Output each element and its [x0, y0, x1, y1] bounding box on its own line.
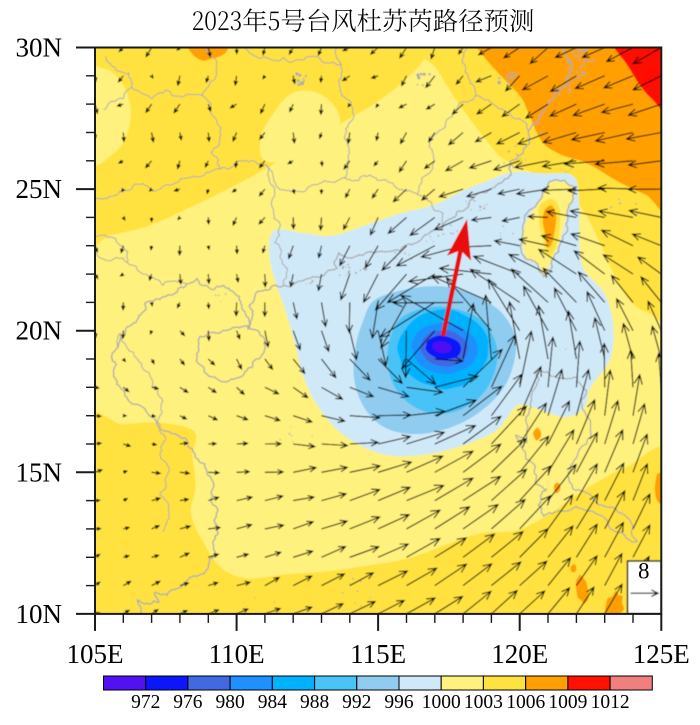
svg-text:984: 984: [258, 692, 288, 713]
svg-text:1012: 1012: [591, 692, 630, 713]
svg-text:976: 976: [173, 692, 203, 713]
svg-text:1003: 1003: [464, 692, 503, 713]
svg-text:110E: 110E: [209, 639, 265, 669]
svg-text:980: 980: [215, 692, 244, 713]
svg-text:972: 972: [131, 692, 160, 713]
svg-text:20N: 20N: [16, 316, 63, 346]
svg-text:10N: 10N: [16, 599, 63, 629]
svg-text:115E: 115E: [350, 639, 406, 669]
svg-text:105E: 105E: [67, 639, 124, 669]
svg-text:996: 996: [384, 692, 414, 713]
svg-text:125E: 125E: [633, 639, 690, 669]
svg-text:8: 8: [638, 559, 650, 584]
svg-text:1009: 1009: [548, 692, 587, 713]
svg-text:25N: 25N: [16, 174, 63, 204]
svg-text:30N: 30N: [16, 33, 63, 63]
svg-text:988: 988: [300, 692, 329, 713]
svg-text:1000: 1000: [422, 692, 461, 713]
svg-text:1006: 1006: [506, 692, 545, 713]
svg-text:120E: 120E: [491, 639, 548, 669]
svg-text:992: 992: [342, 692, 371, 713]
svg-text:15N: 15N: [16, 457, 63, 487]
